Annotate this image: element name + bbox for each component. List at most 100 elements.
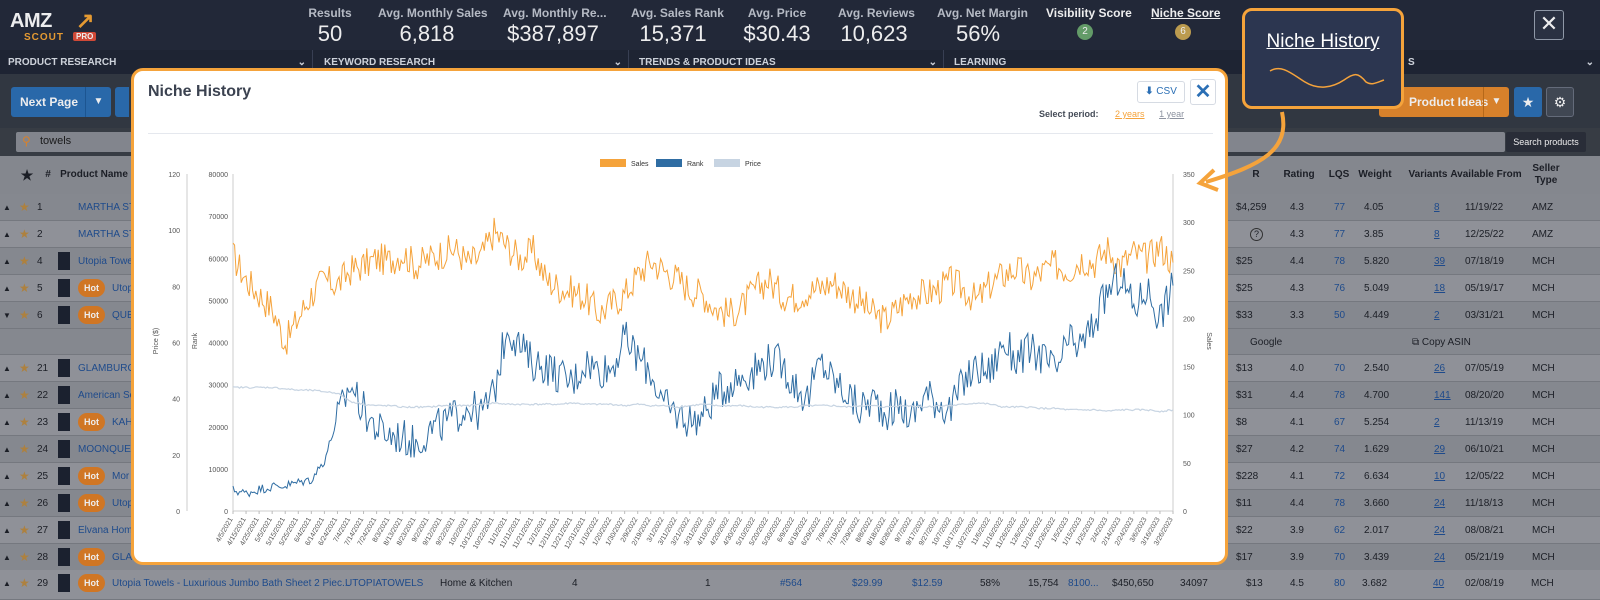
modal-close-icon[interactable]: ✕ [1190,79,1216,105]
expand-icon[interactable]: ▲ [3,418,11,427]
lqs-cell[interactable]: 50 [1334,310,1346,321]
favorite-star-icon[interactable]: ★ [19,523,30,537]
variants-link[interactable]: 24 [1434,552,1446,563]
expand-icon[interactable]: ▲ [3,203,11,212]
variants-link[interactable]: 39 [1434,256,1446,267]
lqs-cell[interactable]: 77 [1334,202,1346,213]
variants-link[interactable]: 8 [1434,229,1440,240]
favorite-star-icon[interactable]: ★ [19,576,30,590]
expand-icon[interactable]: ▲ [3,257,11,266]
header-weight[interactable]: Weight [1358,169,1392,180]
product-name-link[interactable]: KAH [112,417,133,428]
reviews-link[interactable]: 8100... [1068,578,1099,589]
favorite-star-icon[interactable]: ★ [19,415,30,429]
period-2-years-link[interactable]: 2 years [1115,109,1145,119]
expand-icon[interactable]: ▲ [3,499,11,508]
lqs-cell[interactable]: 70 [1334,552,1346,563]
favorite-star-icon[interactable]: ★ [19,254,30,268]
niche-score[interactable]: Niche Score 6 [1151,6,1220,40]
header-seller-type[interactable]: Seller Type [1532,163,1560,186]
favorites-star-icon[interactable]: ★ [1514,87,1542,117]
header-rating[interactable]: Rating [1283,169,1315,180]
price-link[interactable]: $29.99 [852,578,883,589]
csv-download-button[interactable]: ⬇ CSV [1137,81,1185,103]
favorite-star-icon[interactable]: ★ [19,442,30,456]
expand-icon[interactable]: ▲ [3,284,11,293]
lqs-cell[interactable]: 72 [1334,471,1346,482]
favorite-star-icon[interactable]: ★ [19,388,30,402]
expand-icon[interactable]: ▲ [3,526,11,535]
lqs-cell[interactable]: 67 [1334,417,1346,428]
header-star-icon[interactable]: ★ [20,167,34,183]
nav-product-research[interactable]: PRODUCT RESEARCH ⌄ [0,50,313,74]
product-name-link[interactable]: MOONQUE [78,444,131,455]
favorite-star-icon[interactable]: ★ [19,281,30,295]
visibility-score[interactable]: Visibility Score 2 [1046,6,1132,40]
lqs-cell[interactable]: 77 [1334,229,1346,240]
lqs-cell[interactable]: 70 [1334,363,1346,374]
favorite-star-icon[interactable]: ★ [19,200,30,214]
next-page-button[interactable]: Next Page ▼ [11,87,111,117]
expand-icon[interactable]: ▲ [3,391,11,400]
product-name-link[interactable]: GLAMBURG [78,363,136,374]
header-lqs[interactable]: LQS [1328,169,1350,180]
product-name-link[interactable]: MARTHA ST [78,229,136,240]
variants-link[interactable]: 40 [1433,578,1445,589]
variants-link[interactable]: 2 [1434,310,1440,321]
product-name-link[interactable]: Utop [112,283,134,294]
favorite-star-icon[interactable]: ★ [19,496,30,510]
google-link[interactable]: Google [1250,337,1283,348]
product-name-link[interactable]: Mor [112,471,130,482]
favorite-star-icon[interactable]: ★ [19,308,30,322]
variants-link[interactable]: 141 [1434,390,1451,401]
chevron-down-icon[interactable]: ▼ [1483,87,1509,117]
nav-keyword-research[interactable]: KEYWORD RESEARCH ⌄ [316,50,629,74]
lqs-cell[interactable]: 62 [1334,525,1346,536]
search-products-button[interactable]: Search products [1506,132,1586,152]
product-name-link[interactable]: QUE [112,310,134,321]
lqs-cell[interactable]: 78 [1334,256,1346,267]
header-index[interactable]: # [45,169,51,180]
product-name-link[interactable]: Utop [112,498,134,509]
product-name-link[interactable]: Utopia Towels - Luxurious Jumbo Bath She… [112,578,351,589]
expand-icon[interactable]: ▲ [3,364,11,373]
expand-icon[interactable]: ▲ [3,230,11,239]
lqs-cell[interactable]: 80 [1334,578,1346,589]
variants-link[interactable]: 18 [1434,283,1446,294]
favorite-star-icon[interactable]: ★ [19,227,30,241]
variants-link[interactable]: 26 [1434,363,1446,374]
nav-trends-product-ideas[interactable]: TRENDS & PRODUCT IDEAS ⌄ [631,50,944,74]
variants-link[interactable]: 29 [1434,444,1446,455]
chevron-down-icon[interactable]: ▼ [85,87,111,117]
favorite-star-icon[interactable]: ★ [19,361,30,375]
header-product-name[interactable]: Product Name [60,169,128,180]
variants-link[interactable]: 10 [1434,471,1446,482]
variants-link[interactable]: 24 [1434,525,1446,536]
lqs-cell[interactable]: 78 [1334,498,1346,509]
favorite-star-icon[interactable]: ★ [19,469,30,483]
copy-asin-button[interactable]: ⧉ Copy ASIN [1412,329,1471,356]
product-name-link[interactable]: American So [78,390,136,401]
period-1-year-link[interactable]: 1 year [1159,109,1185,119]
expand-icon[interactable]: ▲ [3,472,11,481]
expand-icon[interactable]: ▲ [3,553,11,562]
expand-icon[interactable]: ▲ [3,579,11,588]
lqs-cell[interactable]: 78 [1334,390,1346,401]
amzscout-logo[interactable]: AMZ ↗ SCOUT PRO [10,8,110,44]
help-icon[interactable]: ? [1250,221,1263,248]
fee-link[interactable]: $12.59 [912,578,943,589]
variants-link[interactable]: 24 [1434,498,1446,509]
header-variants[interactable]: Variants [1408,169,1448,180]
brand-link[interactable]: UTOPIATOWELS [345,578,424,589]
product-name-link[interactable]: Utopia Towe [78,256,133,267]
product-name-link[interactable]: Elvana Hom [78,525,133,536]
close-icon[interactable]: ✕ [1534,10,1564,40]
lqs-cell[interactable]: 74 [1334,444,1346,455]
favorite-star-icon[interactable]: ★ [19,550,30,564]
product-name-link[interactable]: MARTHA ST [78,202,136,213]
table-row[interactable]: ▲ ★ 29 Hot Utopia Towels - Luxurious Jum… [0,570,1600,600]
settings-gear-icon[interactable]: ⚙ [1546,87,1574,117]
expand-icon[interactable]: ▲ [3,445,11,454]
refresh-button[interactable] [115,87,129,117]
header-available-from[interactable]: Available From [1450,169,1522,180]
